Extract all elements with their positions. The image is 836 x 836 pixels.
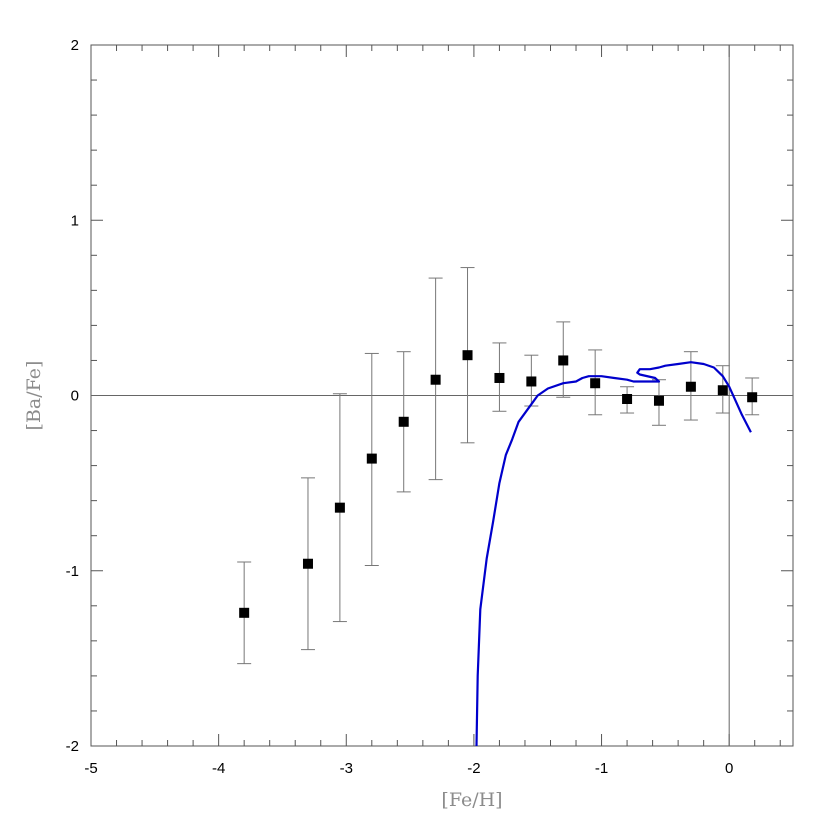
data-point <box>239 607 250 618</box>
data-point <box>558 355 569 366</box>
y-axis-label: [Ba/Fe] <box>23 361 45 431</box>
data-point <box>685 381 696 392</box>
y-tick-label: -2 <box>66 738 79 755</box>
data-point <box>622 394 633 405</box>
y-tick-label: 1 <box>71 212 79 229</box>
x-tick-label: 0 <box>725 760 733 777</box>
data-point <box>302 558 313 569</box>
x-tick-label: -3 <box>340 760 353 777</box>
data-point <box>590 378 601 389</box>
error-bars <box>237 267 760 665</box>
data-point <box>430 374 441 385</box>
data-point <box>462 350 473 361</box>
data-points <box>239 350 758 618</box>
reference-lines <box>91 45 793 746</box>
model-line <box>475 361 752 747</box>
x-tick-label: -2 <box>467 760 480 777</box>
data-point <box>747 392 758 403</box>
x-tick-label: -1 <box>595 760 608 777</box>
data-point <box>526 376 537 387</box>
tick-labels: -5 -4 -3 -2 -1 0 -2 -1 0 1 2 <box>66 37 734 777</box>
data-point <box>366 453 377 464</box>
y-tick-label: 0 <box>71 388 79 405</box>
x-tick-label: -4 <box>212 760 225 777</box>
model-curve <box>475 361 752 747</box>
data-point <box>334 502 345 513</box>
y-tick-label: 2 <box>71 37 79 54</box>
data-point <box>717 385 728 396</box>
y-tick-label: -1 <box>66 563 79 580</box>
data-point <box>494 372 505 383</box>
data-point <box>653 395 664 406</box>
x-axis-label: [Fe/H] <box>441 789 502 811</box>
x-tick-label: -5 <box>84 760 97 777</box>
data-point <box>398 416 409 427</box>
axis-ticks <box>90 44 793 747</box>
